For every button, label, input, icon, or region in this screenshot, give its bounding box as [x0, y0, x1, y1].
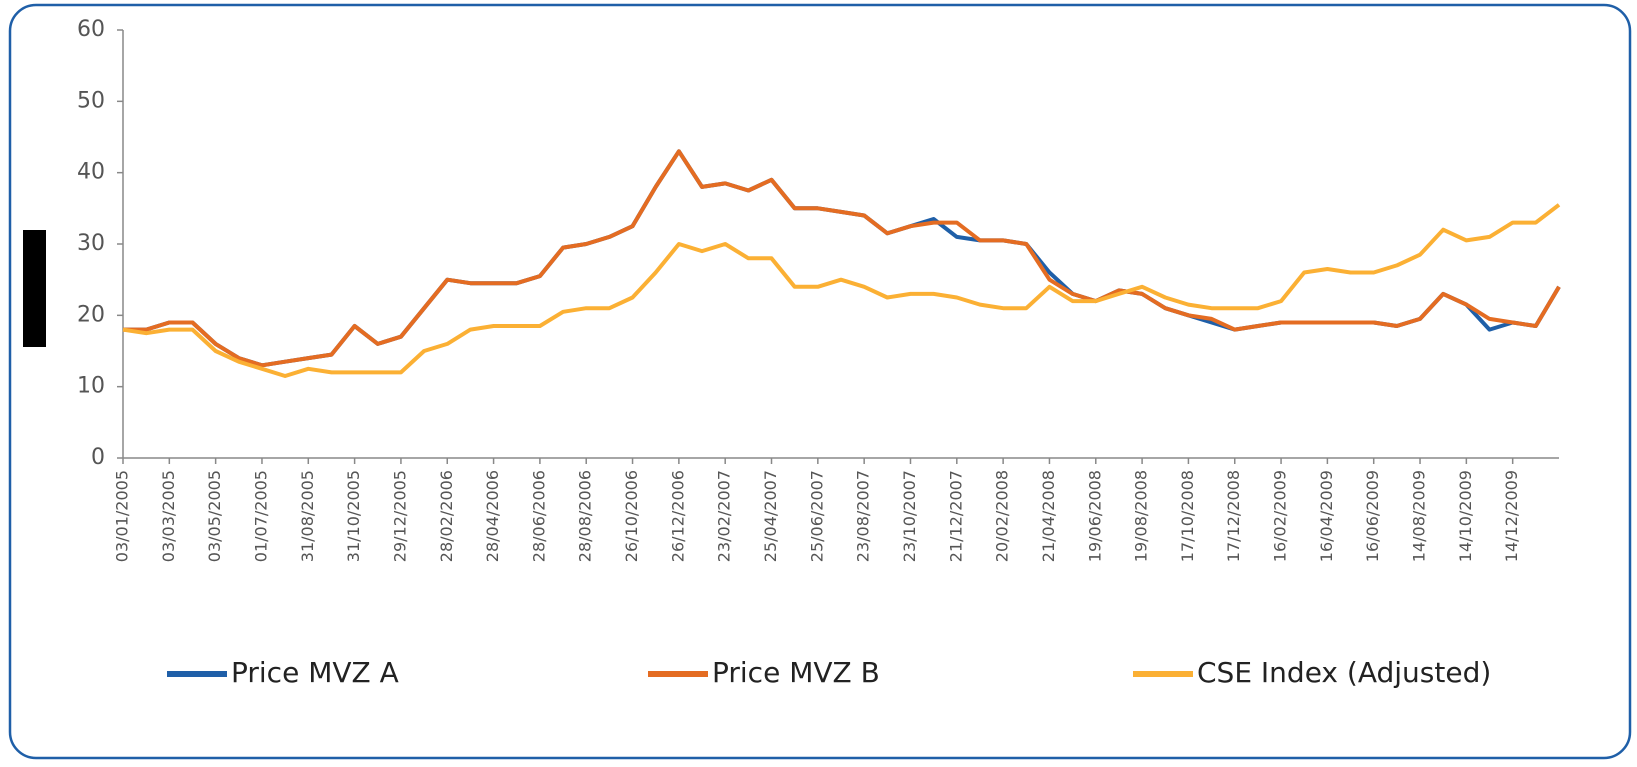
x-tick-label: 26/12/2006 — [668, 470, 687, 562]
x-tick-label: 20/02/2008 — [993, 470, 1012, 562]
x-tick-label: 31/08/2005 — [298, 470, 317, 562]
x-tick-label: 14/08/2009 — [1410, 470, 1429, 562]
redaction — [23, 230, 46, 347]
x-tick-label: 28/04/2006 — [483, 470, 502, 562]
y-tick-label: 60 — [77, 17, 105, 42]
x-tick-label: 17/10/2008 — [1178, 470, 1197, 562]
x-tick-label: 21/12/2007 — [946, 470, 965, 562]
legend-label: Price MVZ B — [712, 656, 880, 689]
x-tick-label: 28/06/2006 — [529, 470, 548, 562]
x-tick-label: 16/06/2009 — [1363, 470, 1382, 562]
y-tick-label: 40 — [77, 160, 105, 185]
x-tick-label: 16/04/2009 — [1317, 470, 1336, 562]
x-tick-label: 17/12/2008 — [1224, 470, 1243, 562]
line-series — [123, 149, 1561, 368]
x-tick-label: 23/02/2007 — [715, 470, 734, 562]
y-tick-label: 30 — [77, 231, 105, 256]
x-tick-label: 03/01/2005 — [113, 470, 132, 562]
x-tick-label: 16/02/2009 — [1271, 470, 1290, 562]
y-tick-label: 0 — [91, 445, 105, 470]
x-tick-label: 28/08/2006 — [576, 470, 595, 562]
x-tick-label: 01/07/2005 — [251, 470, 270, 562]
x-tick-label: 26/10/2006 — [622, 470, 641, 562]
x-tick-label: 31/10/2005 — [344, 470, 363, 562]
legend-label: CSE Index (Adjusted) — [1197, 656, 1491, 689]
y-tick-label: 10 — [77, 374, 105, 399]
x-tick-label: 03/03/2005 — [159, 470, 178, 562]
legend-label: Price MVZ A — [231, 656, 399, 689]
frame — [8, 3, 1632, 760]
x-tick-label: 23/08/2007 — [854, 470, 873, 562]
x-tick-label: 21/04/2008 — [1039, 470, 1058, 562]
x-tick-label: 23/10/2007 — [900, 470, 919, 562]
x-tick-label: 29/12/2005 — [390, 470, 409, 562]
line-series — [122, 203, 1561, 378]
y-tick-label: 20 — [77, 302, 105, 327]
x-tick-label: 14/12/2009 — [1502, 470, 1521, 562]
x-tick-label: 28/02/2006 — [437, 470, 456, 562]
x-tick-label: 19/08/2008 — [1132, 470, 1151, 562]
x-tick-label: 25/06/2007 — [807, 470, 826, 562]
x-tick-label: 25/04/2007 — [761, 470, 780, 562]
x-tick-label: 03/05/2005 — [205, 470, 224, 562]
y-tick-label: 50 — [77, 88, 105, 113]
x-tick-label: 14/10/2009 — [1456, 470, 1475, 562]
x-tick-label: 19/06/2008 — [1085, 470, 1104, 562]
